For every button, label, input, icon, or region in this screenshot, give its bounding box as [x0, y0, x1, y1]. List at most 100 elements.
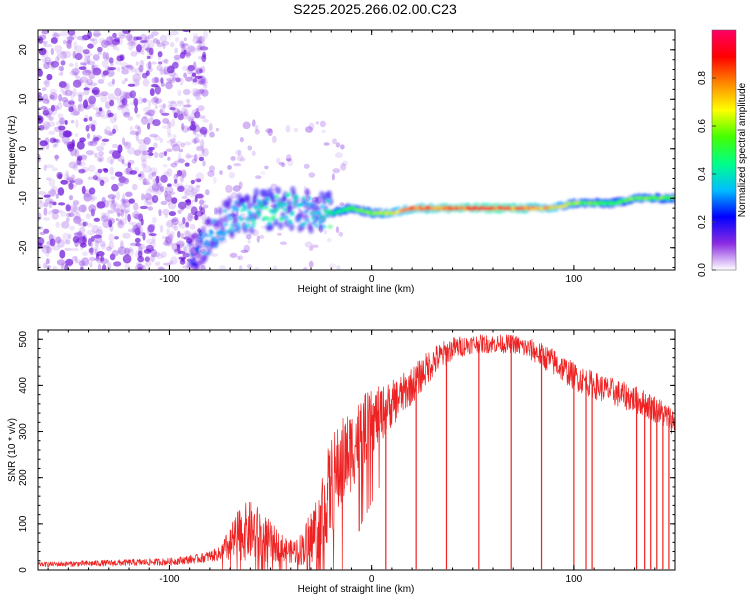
noise-blob	[161, 125, 170, 129]
noise-blob	[160, 69, 167, 75]
noise-blob	[82, 251, 88, 256]
noise-blob	[134, 237, 141, 243]
noise-blob	[155, 175, 160, 184]
noise-blob	[64, 247, 72, 252]
noise-blob	[122, 177, 129, 185]
noise-blob	[165, 236, 172, 245]
noise-blob	[127, 162, 131, 169]
ridge-halo	[327, 197, 334, 206]
noise-blob	[179, 40, 185, 49]
noise-blob	[89, 116, 93, 122]
noise-blob	[127, 248, 135, 256]
noise-blob	[178, 223, 187, 229]
ridge-halo	[218, 217, 224, 226]
noise-blob	[38, 153, 41, 163]
ridge-core	[324, 214, 329, 218]
noise-blob	[182, 217, 186, 225]
noise-blob	[57, 187, 65, 196]
noise-blob	[59, 51, 67, 60]
ridge-core	[214, 244, 218, 248]
ridge-core	[193, 262, 198, 266]
noise-blob	[129, 90, 137, 99]
noise-blob	[177, 230, 181, 238]
noise-blob	[77, 230, 83, 240]
noise-blob	[141, 163, 147, 168]
noise-blob	[51, 31, 58, 38]
noise-blob	[229, 252, 238, 258]
noise-blob	[67, 35, 74, 42]
ridge-core	[233, 229, 237, 232]
noise-blob	[62, 130, 72, 138]
noise-blob	[191, 138, 200, 143]
noise-blob	[174, 179, 178, 184]
noise-blob	[176, 109, 180, 115]
noise-blob	[174, 222, 178, 230]
noise-blob	[178, 110, 183, 119]
spectrogram-image	[38, 30, 675, 270]
noise-blob	[43, 202, 49, 208]
noise-blob	[45, 164, 55, 169]
noise-blob	[98, 37, 106, 44]
noise-blob	[81, 37, 88, 42]
noise-blob	[149, 113, 154, 118]
noise-blob	[123, 141, 128, 147]
noise-blob	[178, 152, 181, 162]
noise-blob	[47, 121, 56, 127]
noise-blob	[100, 91, 109, 97]
noise-blob	[166, 140, 175, 144]
ridge-core	[242, 205, 247, 209]
noise-blob	[191, 72, 197, 77]
noise-blob	[80, 154, 88, 161]
noise-blob	[181, 123, 185, 131]
noise-blob	[141, 265, 147, 270]
noise-blob	[101, 267, 108, 270]
spectrogram-background	[38, 30, 675, 270]
noise-blob	[58, 125, 66, 131]
noise-blob	[117, 212, 121, 217]
noise-blob	[252, 119, 256, 127]
noise-blob	[165, 148, 173, 153]
noise-blob	[63, 141, 68, 145]
noise-blob	[111, 249, 119, 257]
noise-blob	[102, 212, 111, 221]
noise-blob	[75, 119, 79, 128]
noise-blob	[52, 265, 58, 270]
noise-blob	[112, 128, 116, 134]
noise-blob	[166, 227, 171, 236]
ridge-halo	[229, 230, 235, 239]
noise-blob	[100, 212, 106, 219]
noise-blob	[149, 88, 155, 97]
ridge-core	[327, 209, 332, 213]
noise-blob	[55, 139, 61, 144]
noise-blob	[112, 32, 117, 39]
noise-blob	[96, 155, 104, 163]
noise-blob	[145, 244, 154, 252]
noise-blob	[151, 84, 159, 88]
noise-blob	[105, 130, 113, 136]
noise-blob	[158, 61, 163, 65]
noise-blob	[54, 141, 59, 147]
ridge-core	[204, 233, 208, 237]
noise-blob	[91, 224, 99, 234]
noise-blob	[194, 196, 198, 203]
noise-blob	[152, 178, 156, 185]
noise-blob	[69, 90, 75, 99]
noise-blob	[323, 142, 330, 146]
noise-blob	[196, 145, 205, 150]
noise-blob	[49, 88, 58, 94]
noise-blob	[272, 265, 278, 270]
ridge-core	[206, 252, 210, 256]
noise-blob	[101, 72, 107, 77]
ridge-core	[238, 215, 242, 219]
noise-blob	[166, 120, 171, 127]
noise-blob	[196, 44, 203, 51]
noise-blob	[165, 81, 173, 90]
noise-blob	[64, 264, 69, 270]
noise-blob	[97, 263, 102, 270]
noise-blob	[170, 220, 176, 229]
noise-blob	[116, 47, 120, 52]
noise-blob	[331, 173, 335, 181]
noise-blob	[69, 179, 76, 184]
noise-blob	[74, 255, 78, 264]
